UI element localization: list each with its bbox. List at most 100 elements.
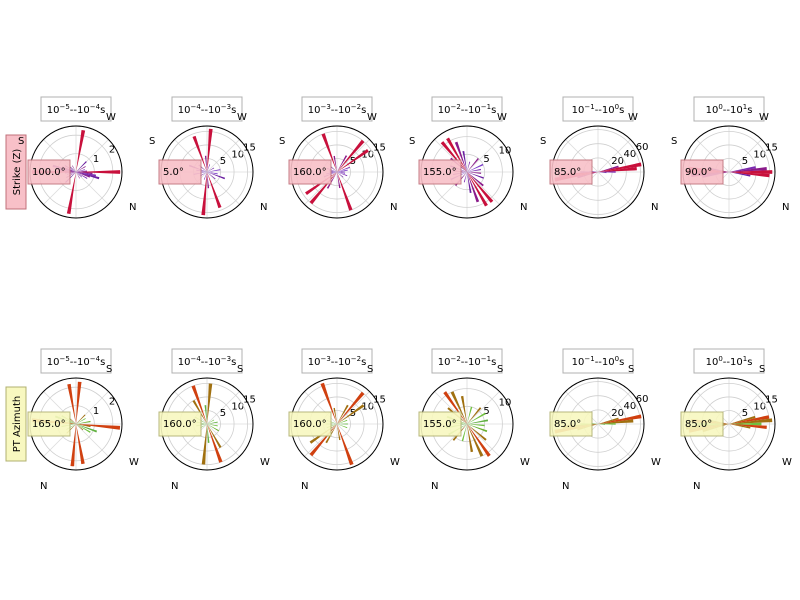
radial-tick-label: 10: [753, 401, 766, 412]
rose-bar: [729, 424, 751, 429]
rose-bar: [76, 172, 100, 180]
row-label: PT Azimuth: [5, 386, 27, 462]
panel-title-box: [562, 96, 634, 122]
polar-gridline: [434, 171, 468, 205]
rose-bar: [461, 424, 467, 442]
compass-label: S: [759, 364, 765, 375]
panel-title-box: [40, 348, 112, 374]
polar-gridline: [434, 139, 468, 173]
compass-label: S: [540, 136, 546, 147]
panel-title-text: 10−5--10−4s: [47, 355, 106, 368]
row-label-text: PT Azimuth: [12, 396, 23, 453]
rose-bar: [729, 415, 770, 424]
radial-tick-label: 10: [499, 397, 512, 408]
rose-bar: [590, 423, 598, 424]
rose-bar: [207, 421, 218, 424]
angle-label-box: [158, 411, 202, 437]
rose-bar: [204, 405, 207, 424]
polar-gridline: [304, 391, 338, 425]
rose-bar: [207, 128, 213, 172]
compass-label: N: [40, 481, 47, 492]
angle-label: 155.0°: [418, 159, 462, 185]
rose-bar: [729, 172, 751, 177]
panel-title-box: [171, 348, 243, 374]
angle-label-box: [418, 411, 462, 437]
rose-bar: [337, 169, 348, 172]
compass-label: N: [301, 481, 308, 492]
rose-bar: [207, 424, 220, 432]
rose-bar: [66, 172, 76, 214]
angle-label-text: 85.0°: [685, 419, 712, 430]
rose-bar: [467, 424, 485, 427]
polar-gridline: [728, 139, 762, 173]
angle-label: 85.0°: [549, 159, 593, 185]
angle-label-text: 90.0°: [685, 167, 712, 178]
rose-bar: [598, 423, 616, 425]
polar-gridline: [565, 139, 599, 173]
rose-bar: [76, 161, 87, 172]
radial-tick-label: 10: [753, 149, 766, 160]
rose-bar: [76, 420, 91, 424]
rose-bar: [598, 162, 642, 172]
compass-label: N: [651, 202, 658, 213]
compass-label: W: [106, 112, 116, 123]
angle-label-text: 100.0°: [32, 167, 66, 178]
rose-bar: [454, 141, 467, 172]
compass-label: W: [497, 112, 507, 123]
angle-label-box: [680, 411, 724, 437]
panel-title: 10−3--10−2s: [301, 348, 373, 374]
rose-bar: [337, 139, 365, 172]
rose-bar: [729, 170, 773, 174]
rose-bar: [446, 137, 467, 172]
radial-tick-label: 5: [483, 406, 489, 417]
radial-tick-label: 5: [220, 156, 226, 167]
angle-label: 90.0°: [680, 159, 724, 185]
rose-bar: [598, 414, 642, 424]
rose-bar: [201, 424, 207, 465]
radial-tick-label: 20: [611, 156, 624, 167]
rose-bar: [326, 172, 337, 189]
rose-bar: [333, 407, 337, 424]
polar-gridline: [206, 171, 240, 205]
angle-label-box: [27, 411, 71, 437]
compass-label: W: [367, 112, 377, 123]
rose-bar: [460, 395, 467, 424]
rose-bar: [76, 166, 86, 172]
rose-bar: [729, 415, 756, 424]
rose-bar: [337, 172, 344, 178]
rose-bar: [467, 161, 471, 172]
panel-title-text: 10−2--10−1s: [438, 355, 497, 368]
panel-title: 10−1--100s: [562, 348, 634, 374]
panel-title-box: [40, 96, 112, 122]
radial-tick-label: 5: [483, 154, 489, 165]
panel-title-box: [693, 96, 765, 122]
panel-title-text: 100--101s: [706, 103, 753, 116]
rose-bar: [76, 414, 86, 424]
rose-bar: [72, 165, 76, 172]
angle-label: 85.0°: [549, 411, 593, 437]
compass-label: W: [651, 457, 661, 468]
rose-bar: [337, 172, 353, 211]
rose-bar: [68, 417, 76, 424]
compass-label: S: [18, 136, 24, 147]
rose-bar: [76, 424, 91, 433]
rose-bar: [207, 172, 210, 189]
polar-gridline: [75, 423, 109, 457]
angle-label-box: [27, 159, 71, 185]
polar-gridline: [336, 391, 370, 425]
angle-label-box: [288, 411, 332, 437]
rose-bar: [337, 419, 348, 424]
rose-bar: [337, 391, 365, 424]
polar-gridline: [696, 139, 730, 173]
compass-label: S: [628, 364, 634, 375]
angle-label-box: [158, 159, 202, 185]
rose-bar: [76, 172, 80, 179]
rose-bar: [333, 155, 337, 172]
compass-label: N: [520, 202, 527, 213]
rose-bar: [467, 419, 489, 424]
panel-title-text: 100--101s: [706, 355, 753, 368]
radial-tick-label: 1: [93, 406, 99, 417]
rose-bar: [467, 424, 488, 433]
